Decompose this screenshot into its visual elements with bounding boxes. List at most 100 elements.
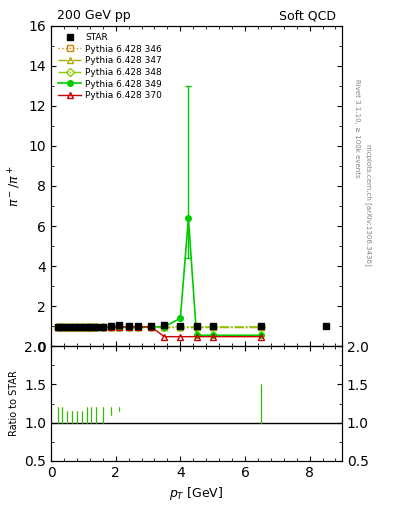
Pythia 6.428 349: [75, 324, 79, 330]
Pythia 6.428 349: [149, 324, 154, 330]
Pythia 6.428 349: [70, 324, 74, 330]
Pythia 6.428 346: [259, 324, 263, 330]
Pythia 6.428 349: [79, 324, 84, 330]
STAR: [149, 323, 154, 329]
Pythia 6.428 348: [55, 324, 60, 330]
Pythia 6.428 347: [55, 324, 60, 330]
Pythia 6.428 349: [186, 215, 191, 221]
Pythia 6.428 370: [101, 324, 105, 330]
Pythia 6.428 346: [117, 324, 121, 330]
Pythia 6.428 348: [178, 324, 183, 330]
Text: 200 GeV pp: 200 GeV pp: [57, 9, 130, 23]
Pythia 6.428 347: [178, 324, 183, 330]
Line: Pythia 6.428 347: Pythia 6.428 347: [55, 324, 264, 330]
Pythia 6.428 347: [149, 324, 154, 330]
Pythia 6.428 370: [70, 324, 74, 330]
Pythia 6.428 348: [108, 324, 113, 330]
STAR: [55, 324, 60, 330]
Text: mcplots.cern.ch [arXiv:1306.3436]: mcplots.cern.ch [arXiv:1306.3436]: [365, 144, 372, 266]
Pythia 6.428 370: [126, 324, 131, 330]
STAR: [126, 323, 131, 329]
Pythia 6.428 348: [210, 324, 215, 330]
STAR: [194, 323, 199, 329]
Pythia 6.428 346: [79, 324, 84, 330]
STAR: [108, 323, 113, 329]
Pythia 6.428 347: [108, 324, 113, 330]
Pythia 6.428 347: [70, 324, 74, 330]
Pythia 6.428 349: [194, 332, 199, 338]
Text: Soft QCD: Soft QCD: [279, 9, 336, 23]
Pythia 6.428 349: [136, 324, 141, 330]
Pythia 6.428 346: [101, 324, 105, 330]
Pythia 6.428 348: [126, 324, 131, 330]
Pythia 6.428 349: [60, 324, 65, 330]
Line: Pythia 6.428 348: Pythia 6.428 348: [55, 324, 264, 330]
Pythia 6.428 348: [149, 324, 154, 330]
Pythia 6.428 347: [210, 324, 215, 330]
Pythia 6.428 349: [210, 332, 215, 338]
STAR: [60, 324, 65, 330]
Pythia 6.428 348: [101, 324, 105, 330]
Pythia 6.428 348: [65, 324, 70, 330]
Pythia 6.428 347: [75, 324, 79, 330]
Pythia 6.428 347: [136, 324, 141, 330]
Pythia 6.428 346: [178, 324, 183, 330]
Pythia 6.428 346: [194, 324, 199, 330]
Y-axis label: $\pi^- / \pi^+$: $\pi^- / \pi^+$: [7, 165, 23, 207]
Pythia 6.428 348: [194, 324, 199, 330]
STAR: [136, 323, 141, 329]
Pythia 6.428 348: [60, 324, 65, 330]
Pythia 6.428 346: [162, 324, 167, 330]
Pythia 6.428 347: [79, 324, 84, 330]
Pythia 6.428 346: [75, 324, 79, 330]
Line: STAR: STAR: [54, 322, 329, 330]
Pythia 6.428 349: [126, 324, 131, 330]
Pythia 6.428 349: [108, 324, 113, 330]
Pythia 6.428 348: [94, 324, 99, 330]
Line: Pythia 6.428 370: Pythia 6.428 370: [55, 324, 264, 339]
STAR: [210, 323, 215, 329]
Pythia 6.428 346: [84, 324, 89, 330]
Pythia 6.428 370: [84, 324, 89, 330]
Line: Pythia 6.428 346: Pythia 6.428 346: [55, 324, 264, 330]
Pythia 6.428 348: [84, 324, 89, 330]
STAR: [162, 322, 167, 328]
Pythia 6.428 370: [178, 334, 183, 340]
Pythia 6.428 347: [94, 324, 99, 330]
STAR: [79, 324, 84, 330]
Pythia 6.428 346: [136, 324, 141, 330]
Pythia 6.428 370: [94, 324, 99, 330]
Pythia 6.428 347: [84, 324, 89, 330]
Pythia 6.428 347: [194, 324, 199, 330]
Pythia 6.428 370: [55, 324, 60, 330]
Pythia 6.428 349: [55, 324, 60, 330]
Pythia 6.428 347: [89, 324, 94, 330]
Pythia 6.428 370: [117, 324, 121, 330]
Y-axis label: Ratio to STAR: Ratio to STAR: [9, 371, 19, 436]
X-axis label: $p_T$ [GeV]: $p_T$ [GeV]: [169, 485, 224, 502]
Pythia 6.428 346: [149, 324, 154, 330]
STAR: [75, 324, 79, 330]
Line: Pythia 6.428 349: Pythia 6.428 349: [55, 215, 264, 338]
STAR: [89, 324, 94, 330]
Pythia 6.428 370: [60, 324, 65, 330]
Pythia 6.428 370: [136, 324, 141, 330]
Pythia 6.428 347: [65, 324, 70, 330]
Pythia 6.428 370: [65, 324, 70, 330]
Pythia 6.428 346: [94, 324, 99, 330]
STAR: [178, 323, 183, 329]
STAR: [323, 323, 328, 329]
Pythia 6.428 348: [162, 324, 167, 330]
Pythia 6.428 370: [75, 324, 79, 330]
Pythia 6.428 349: [259, 332, 263, 338]
Pythia 6.428 347: [117, 324, 121, 330]
Pythia 6.428 349: [84, 324, 89, 330]
Pythia 6.428 349: [162, 324, 167, 330]
Pythia 6.428 348: [259, 324, 263, 330]
Pythia 6.428 349: [94, 324, 99, 330]
Pythia 6.428 347: [162, 324, 167, 330]
Pythia 6.428 370: [108, 324, 113, 330]
Pythia 6.428 348: [136, 324, 141, 330]
Pythia 6.428 347: [259, 324, 263, 330]
Pythia 6.428 347: [126, 324, 131, 330]
